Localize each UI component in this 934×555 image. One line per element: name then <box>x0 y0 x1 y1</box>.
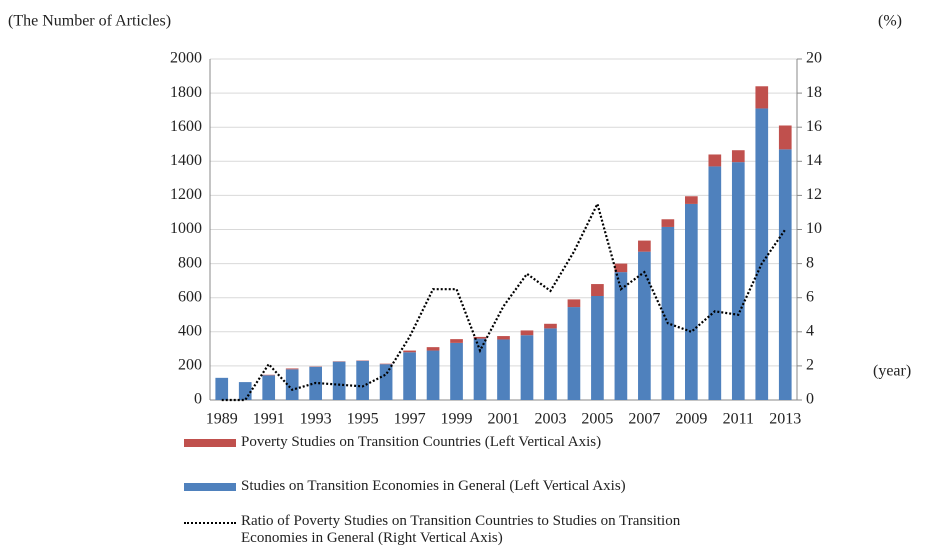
y-tick-label: 200 <box>178 357 202 374</box>
x-tick-label: 2011 <box>723 411 754 428</box>
y2-tick-label: 18 <box>806 84 822 101</box>
y2-tick-label: 20 <box>806 50 822 67</box>
legend-label: Studies on Transition Economies in Gener… <box>241 478 626 494</box>
bar <box>638 240 651 252</box>
x-tick-label: 2007 <box>628 411 660 428</box>
y2-tick-label: 6 <box>806 288 814 305</box>
y2-tick-label: 0 <box>806 391 814 408</box>
bar <box>520 330 534 336</box>
bar <box>497 339 510 400</box>
bar <box>614 272 628 400</box>
bar <box>544 328 557 400</box>
bar <box>755 108 769 400</box>
bar <box>661 226 675 400</box>
bar <box>450 342 463 400</box>
bar <box>731 162 745 400</box>
bar <box>708 166 722 400</box>
x-tick-label: 2003 <box>534 411 566 428</box>
bar <box>379 364 393 400</box>
y-tick-label: 1400 <box>170 152 202 169</box>
bar <box>520 335 534 400</box>
bar <box>567 307 581 400</box>
legend-swatch <box>184 439 236 447</box>
bar <box>403 350 416 353</box>
bar <box>755 86 769 109</box>
legend-item: Ratio of Poverty Studies on Transition C… <box>184 513 711 547</box>
bar <box>778 149 792 400</box>
y2-tick-label: 4 <box>806 322 814 339</box>
bar <box>426 347 440 351</box>
x-tick-label: 2009 <box>675 411 707 428</box>
bar <box>238 382 252 400</box>
bar <box>591 284 604 296</box>
bar <box>403 352 416 400</box>
legend-item: Poverty Studies on Transition Countries … <box>184 434 711 451</box>
x-tick-label: 2001 <box>488 411 520 428</box>
bar <box>473 338 487 400</box>
bar <box>778 125 792 150</box>
bar <box>332 361 346 400</box>
y2-axis-label: (%) <box>878 13 902 30</box>
bar <box>614 263 628 273</box>
bar <box>379 363 393 365</box>
bar <box>426 350 440 400</box>
bar <box>567 299 581 308</box>
y-tick-label: 2000 <box>170 50 202 67</box>
bar <box>215 377 229 400</box>
legend-swatch <box>184 483 236 491</box>
y-tick-label: 400 <box>178 322 202 339</box>
y2-tick-label: 14 <box>806 152 822 169</box>
x-tick-label: 1991 <box>253 411 285 428</box>
bar <box>638 251 651 400</box>
y-tick-label: 1600 <box>170 118 202 135</box>
legend-item: Studies on Transition Economies in Gener… <box>184 478 711 495</box>
bar <box>262 375 276 400</box>
bar <box>285 368 299 370</box>
y2-tick-label: 2 <box>806 357 814 374</box>
x-tick-label: 2013 <box>769 411 801 428</box>
bar <box>661 219 675 227</box>
x-tick-label: 1997 <box>394 411 426 428</box>
x-tick-label: 1989 <box>206 411 238 428</box>
y-tick-label: 1000 <box>170 220 202 237</box>
y-tick-label: 0 <box>194 391 202 408</box>
bar <box>544 323 557 329</box>
x-tick-label: 1999 <box>441 411 473 428</box>
bar <box>450 339 463 343</box>
legend-swatch <box>184 522 236 524</box>
y-axis-label: (The Number of Articles) <box>8 13 171 30</box>
legend-label: Poverty Studies on Transition Countries … <box>241 434 602 450</box>
x-axis-label: (year) <box>873 363 911 380</box>
y-tick-label: 1800 <box>170 84 202 101</box>
y-tick-label: 800 <box>178 254 202 271</box>
bar <box>262 374 276 376</box>
line <box>221 200 787 402</box>
x-tick-label: 1993 <box>300 411 332 428</box>
y-tick-label: 600 <box>178 288 202 305</box>
bar <box>285 369 299 400</box>
bar <box>731 150 745 163</box>
bar <box>685 196 698 204</box>
y2-tick-label: 10 <box>806 220 822 237</box>
bar <box>356 360 369 400</box>
y2-tick-label: 16 <box>806 118 822 135</box>
y2-tick-label: 12 <box>806 186 822 203</box>
x-tick-label: 2005 <box>581 411 613 428</box>
y-tick-label: 1200 <box>170 186 202 203</box>
legend-label: Ratio of Poverty Studies on Transition C… <box>241 513 681 546</box>
bar <box>497 336 510 340</box>
x-tick-label: 1995 <box>347 411 379 428</box>
bar <box>473 336 487 339</box>
y2-tick-label: 8 <box>806 254 814 271</box>
bar <box>708 154 722 167</box>
bar <box>685 203 698 400</box>
bar <box>591 295 604 400</box>
